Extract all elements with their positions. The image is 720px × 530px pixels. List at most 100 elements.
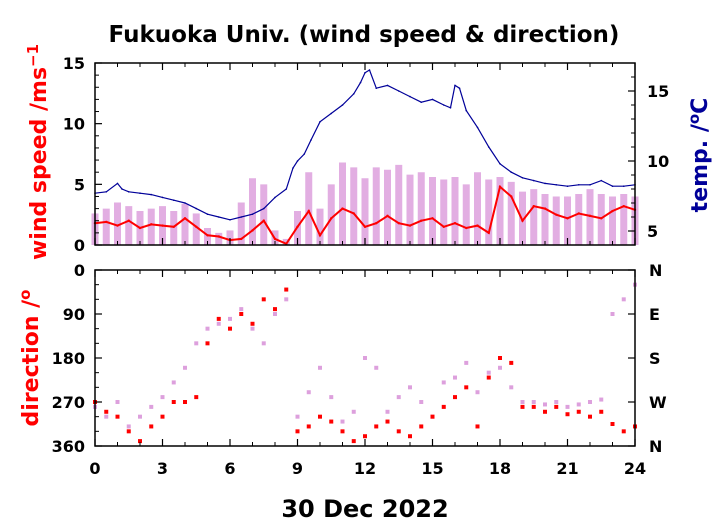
- direction-gust-point: [194, 341, 199, 346]
- wind-speed-point: [375, 221, 378, 225]
- direction-point: [149, 424, 154, 429]
- temperature-point: [285, 188, 288, 190]
- temperature-point: [364, 72, 366, 74]
- direction-gust-point: [441, 380, 446, 385]
- wind-speed-ticks: 0 5 10 15 5 10 15: [63, 54, 670, 255]
- wind-speed-tick-label: 10: [63, 115, 85, 134]
- direction-axis-label: direction /o: [16, 290, 44, 427]
- wind-speed-point: [105, 220, 108, 224]
- wind-speed-point: [341, 207, 344, 210]
- direction-gust-point: [250, 326, 255, 331]
- temperature-point: [555, 184, 558, 186]
- x-tick-label: 9: [292, 459, 303, 478]
- direction-gust-point: [115, 400, 120, 404]
- direction-gust-point: [475, 390, 480, 395]
- direction-gust-point: [239, 307, 244, 312]
- wind-speed-point: [217, 235, 220, 238]
- temperature-point: [292, 167, 294, 169]
- date-label: 30 Dec 2022: [281, 495, 448, 523]
- direction-tick-label: 180: [52, 349, 85, 368]
- direction-gust-point: [228, 316, 232, 321]
- temperature-point: [184, 202, 186, 204]
- temperature-point: [303, 153, 306, 155]
- direction-gust-point: [610, 312, 615, 316]
- direction-point: [126, 429, 131, 434]
- temperature-point: [600, 179, 603, 182]
- direction-gust-point: [126, 424, 131, 429]
- temperature-point: [240, 216, 243, 218]
- direction-point: [194, 395, 199, 400]
- direction-gust-point: [295, 414, 300, 419]
- temperature-point: [431, 98, 434, 101]
- direction-ticks: 0 3 6 9 12 15 18 21 24 0 90 180 270 360 N E S W N: [52, 261, 667, 478]
- temperature-point: [206, 213, 209, 215]
- wind-speed-point: [521, 219, 524, 222]
- direction-gust-point: [554, 400, 559, 404]
- direction-point: [160, 414, 165, 419]
- temperature-point: [330, 112, 333, 115]
- wind-speed-point: [611, 209, 614, 213]
- direction-gust-point: [216, 321, 221, 326]
- direction-gust-point: [329, 395, 334, 400]
- wind-speed-point: [138, 226, 142, 230]
- direction-gust-point: [520, 400, 525, 404]
- direction-point: [520, 404, 525, 409]
- direction-point: [509, 360, 514, 365]
- wind-speed-point: [465, 226, 468, 230]
- x-tick-label: 18: [489, 459, 511, 478]
- direction-point: [464, 385, 469, 390]
- direction-gust-point: [621, 297, 626, 302]
- temperature-point: [449, 107, 452, 109]
- wind-speed-point: [397, 221, 400, 225]
- direction-point: [599, 409, 604, 414]
- wind-speed-point: [183, 217, 187, 220]
- direction-point: [329, 419, 334, 424]
- direction-gust-point: [284, 297, 289, 302]
- compass-tick-label: E: [649, 305, 660, 324]
- x-tick-label: 3: [157, 459, 168, 478]
- direction-point: [261, 297, 266, 302]
- direction-gust-point: [374, 365, 379, 370]
- direction-point: [576, 409, 581, 414]
- temperature-point: [172, 199, 175, 201]
- direction-point: [565, 412, 570, 417]
- temperature-point: [127, 191, 130, 193]
- wind-speed-point: [330, 217, 333, 220]
- temperature-point: [116, 182, 119, 185]
- direction-tick-label: 0: [74, 261, 85, 280]
- direction-point: [453, 395, 457, 400]
- direction-point: [610, 422, 615, 426]
- wind-speed-point: [150, 223, 153, 226]
- temperature-point: [139, 192, 141, 194]
- direction-gust-point: [149, 404, 154, 409]
- wind-speed-point: [296, 225, 299, 228]
- direction-gust-point: [138, 414, 142, 419]
- direction-gust-point: [340, 419, 345, 424]
- temperature-tick-label: 15: [647, 82, 669, 101]
- direction-point: [239, 312, 244, 316]
- direction-point: [588, 414, 592, 419]
- direction-point: [183, 400, 187, 404]
- wind-speed-point: [408, 224, 412, 227]
- wind-speed-point: [386, 214, 389, 218]
- direction-gust-point: [599, 397, 604, 402]
- direction-point: [441, 404, 446, 409]
- direction-gust-point: [565, 404, 570, 409]
- direction-gust-point: [396, 395, 401, 400]
- wind-speed-point: [543, 207, 547, 210]
- wind-speed-point: [251, 229, 254, 232]
- wind-speed-point: [127, 219, 130, 222]
- temperature-point: [521, 177, 524, 179]
- temperature-point: [420, 101, 423, 103]
- direction-point: [396, 429, 401, 434]
- temperature-point: [622, 185, 625, 187]
- temperature-point: [319, 121, 321, 123]
- wind-speed-point: [431, 217, 434, 220]
- direction-point: [284, 287, 289, 292]
- direction-gust-point: [408, 385, 412, 390]
- temperature-point: [487, 146, 490, 148]
- x-tick-label: 21: [556, 459, 578, 478]
- temperature-point: [397, 90, 400, 92]
- direction-gust-point: [576, 402, 581, 407]
- wind-speed-series-group: [91, 69, 639, 246]
